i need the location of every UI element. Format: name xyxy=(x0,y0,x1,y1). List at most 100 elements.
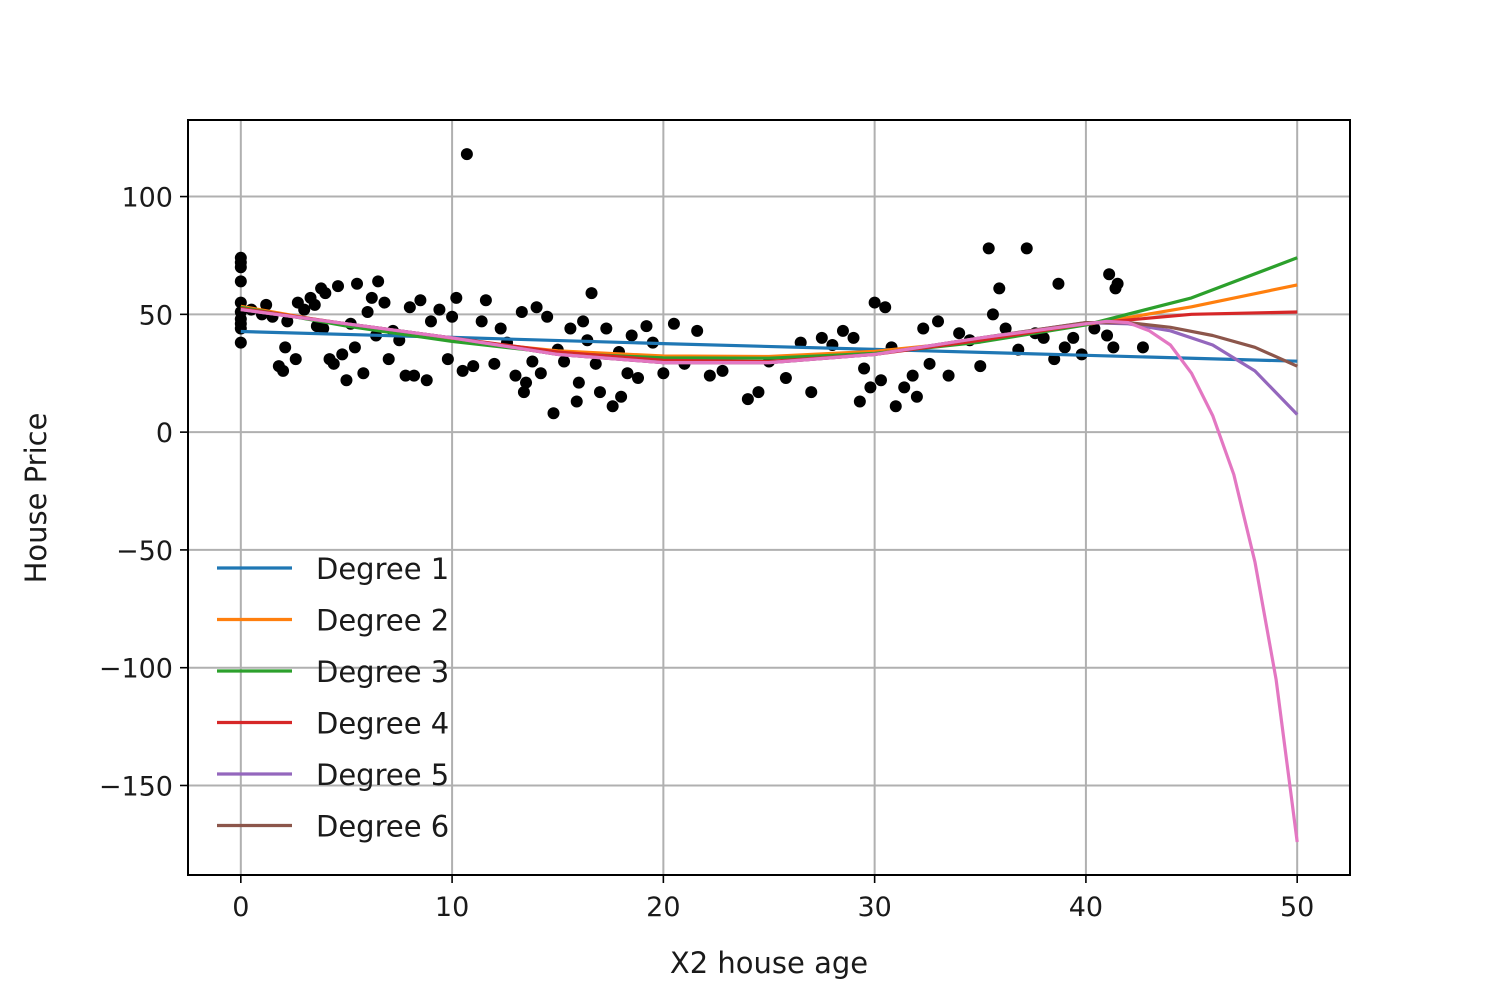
data-point xyxy=(615,390,628,403)
data-point xyxy=(1058,341,1071,354)
data-point xyxy=(277,364,290,377)
data-point xyxy=(414,294,427,307)
data-point xyxy=(494,322,507,335)
data-point xyxy=(467,360,480,373)
data-point xyxy=(298,303,311,316)
data-point xyxy=(606,400,619,413)
data-point xyxy=(667,317,680,330)
data-point xyxy=(794,336,807,349)
data-point xyxy=(357,367,370,380)
data-point xyxy=(570,395,583,408)
data-point xyxy=(716,364,729,377)
grid xyxy=(188,120,1350,875)
x-axis-ticks: 0 10 20 30 40 50 xyxy=(232,875,1314,923)
data-point xyxy=(479,294,492,307)
scatter-points xyxy=(234,148,1149,420)
data-point xyxy=(779,371,792,384)
legend-label: Degree 6 xyxy=(316,810,449,844)
data-point xyxy=(982,242,995,255)
data-point xyxy=(260,298,273,311)
x-tick-label: 30 xyxy=(857,892,891,923)
data-point xyxy=(332,280,345,293)
data-point xyxy=(456,364,469,377)
data-point xyxy=(534,367,547,380)
data-point xyxy=(923,357,936,370)
data-point xyxy=(999,322,1012,335)
data-point xyxy=(1136,341,1149,354)
x-tick-label: 20 xyxy=(646,892,680,923)
data-point xyxy=(541,310,554,323)
x-tick-label: 50 xyxy=(1280,892,1314,923)
data-point xyxy=(520,376,533,389)
legend-label: Degree 4 xyxy=(316,707,449,741)
series-line-7 xyxy=(240,308,1299,843)
data-point xyxy=(327,357,340,370)
data-point xyxy=(741,393,754,406)
data-point xyxy=(372,275,385,288)
legend-label: Degree 3 xyxy=(316,655,449,689)
data-point xyxy=(836,324,849,337)
fit-lines xyxy=(240,256,1299,843)
data-point xyxy=(433,303,446,316)
data-point xyxy=(530,301,543,314)
data-point xyxy=(382,353,395,366)
data-point xyxy=(361,305,374,318)
data-point xyxy=(378,296,391,309)
y-tick-label: −50 xyxy=(116,536,173,567)
data-point xyxy=(547,407,560,420)
data-point xyxy=(898,381,911,394)
y-tick-label: 0 xyxy=(156,418,173,449)
data-point xyxy=(319,287,332,300)
data-point xyxy=(420,374,433,387)
data-point xyxy=(640,320,653,333)
plot-frame xyxy=(187,119,1351,876)
data-point xyxy=(281,315,294,328)
data-point xyxy=(399,369,412,382)
legend-label: Degree 5 xyxy=(316,758,449,792)
data-point xyxy=(657,367,670,380)
data-point xyxy=(632,371,645,384)
data-point xyxy=(1088,322,1101,335)
data-point xyxy=(446,310,459,323)
y-axis-ticks: 100 50 0 −50 −100 −150 xyxy=(99,183,188,802)
data-point xyxy=(308,298,321,311)
y-tick-label: −150 xyxy=(99,771,173,802)
data-point xyxy=(526,355,539,368)
data-point xyxy=(853,395,866,408)
data-point xyxy=(974,360,987,373)
data-point xyxy=(424,315,437,328)
data-point xyxy=(1111,277,1124,290)
data-point xyxy=(475,315,488,328)
data-point xyxy=(1037,331,1050,344)
data-point xyxy=(910,390,923,403)
data-point xyxy=(993,282,1006,295)
data-point xyxy=(509,369,522,382)
data-point xyxy=(868,296,881,309)
data-point xyxy=(1052,277,1065,290)
data-point xyxy=(1101,329,1114,342)
data-point xyxy=(1020,242,1033,255)
data-point xyxy=(864,381,877,394)
data-point xyxy=(932,315,945,328)
data-point xyxy=(460,148,473,161)
x-tick-label: 0 xyxy=(232,892,249,923)
data-point xyxy=(1067,331,1080,344)
data-point xyxy=(703,369,716,382)
data-point xyxy=(279,341,292,354)
data-point xyxy=(450,291,463,304)
data-point xyxy=(593,386,606,399)
y-tick-label: −100 xyxy=(99,654,173,685)
data-point xyxy=(1103,268,1116,281)
data-point xyxy=(517,386,530,399)
data-point xyxy=(589,357,602,370)
data-point xyxy=(815,331,828,344)
data-point xyxy=(805,386,818,399)
data-point xyxy=(752,386,765,399)
data-point xyxy=(1107,341,1120,354)
legend-label: Degree 2 xyxy=(316,604,449,638)
x-tick-label: 10 xyxy=(435,892,469,923)
data-point xyxy=(234,275,247,288)
data-point xyxy=(874,374,887,387)
